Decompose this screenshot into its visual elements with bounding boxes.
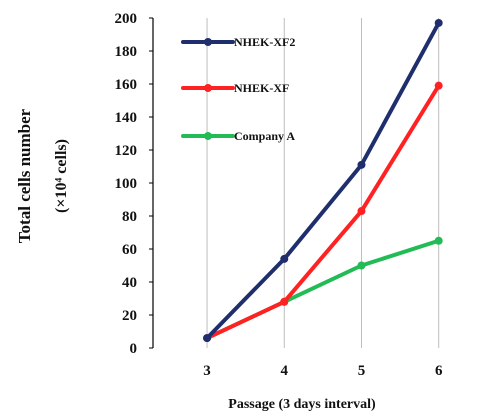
y-tick-label-120: 120 xyxy=(115,143,138,159)
legend: NHEK-XF2 NHEK-XF Company A xyxy=(181,35,295,143)
legend-label-nhek-xf2: NHEK-XF2 xyxy=(234,35,295,49)
y-tick-label-60: 60 xyxy=(122,242,137,258)
y-tick-label-80: 80 xyxy=(122,209,137,225)
y-tick-label-180: 180 xyxy=(115,44,138,60)
legend-marker-company-a xyxy=(204,132,212,140)
x-tick-label-5: 5 xyxy=(358,363,366,379)
y-tick-label-160: 160 xyxy=(115,77,138,93)
x-axis-title: Passage (3 days interval) xyxy=(228,397,376,412)
y-axis-title-line2: (×10⁴ cells) xyxy=(53,139,70,213)
series-line-nhek-xf xyxy=(205,83,441,341)
vertical-gridlines xyxy=(206,18,440,348)
x-tick-label-4: 4 xyxy=(281,363,289,379)
legend-marker-nhek-xf xyxy=(204,84,212,92)
legend-marker-nhek-xf2 xyxy=(204,38,212,46)
legend-label-nhek-xf: NHEK-XF xyxy=(234,81,289,95)
data-point-nhek-xf2-6 xyxy=(434,18,443,27)
y-tick-label-100: 100 xyxy=(115,176,138,192)
y-axis-title-line1: Total cells number xyxy=(15,108,34,243)
series-line-nhek-xf2 xyxy=(205,20,441,341)
data-point-nhek-xf2-3 xyxy=(203,334,212,343)
y-tick-label-20: 20 xyxy=(122,308,137,324)
data-point-company-a-5 xyxy=(357,261,366,270)
x-axis-ticks: 3 4 5 6 xyxy=(203,363,443,379)
y-axis-ticks: 0 20 40 60 80 100 120 140 160 180 200 xyxy=(115,11,153,357)
data-point-company-a-6 xyxy=(434,236,443,245)
data-point-nhek-xf2-4 xyxy=(280,254,289,263)
x-tick-label-3: 3 xyxy=(203,363,211,379)
data-point-nhek-xf-4 xyxy=(280,297,289,306)
data-point-nhek-xf-5 xyxy=(357,207,366,216)
data-series xyxy=(203,18,443,343)
y-tick-label-0: 0 xyxy=(130,341,138,357)
data-point-nhek-xf-6 xyxy=(434,81,443,90)
x-tick-label-6: 6 xyxy=(435,363,443,379)
y-tick-label-200: 200 xyxy=(115,11,138,27)
y-tick-label-40: 40 xyxy=(122,275,137,291)
legend-label-company-a: Company A xyxy=(234,129,295,143)
data-point-nhek-xf2-5 xyxy=(357,160,366,169)
y-tick-label-140: 140 xyxy=(115,110,138,126)
